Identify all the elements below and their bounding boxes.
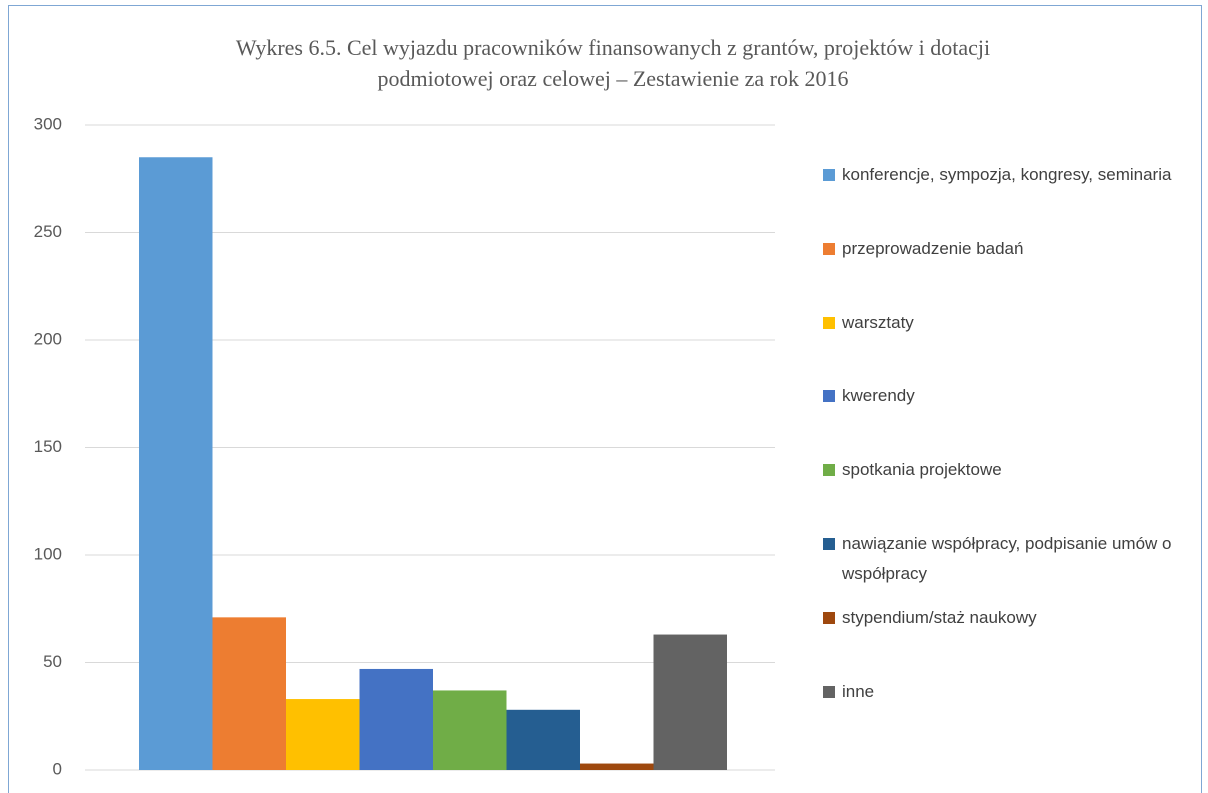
chart-title: Wykres 6.5. Cel wyjazdu pracowników fina… <box>236 35 990 60</box>
bar <box>506 709 580 770</box>
legend-swatch <box>823 390 835 403</box>
legend-swatch <box>823 242 835 255</box>
legend-swatch <box>823 464 835 477</box>
legend-label: nawiązanie współpracy, podpisanie umów o… <box>842 534 1172 583</box>
bar <box>359 668 433 770</box>
y-tick-label: 200 <box>34 329 62 348</box>
bar <box>580 763 654 770</box>
legend-label: stypendium/staż naukowy <box>842 607 1037 627</box>
legend-swatch <box>823 611 835 624</box>
legend-item: spotkania projektowe <box>823 455 1183 485</box>
legend-label: przeprowadzenie badań <box>842 238 1024 258</box>
legend-swatch <box>823 169 835 181</box>
y-tick-label: 150 <box>34 437 62 456</box>
bar <box>139 157 213 770</box>
legend-item: inne <box>823 677 1183 707</box>
y-tick-label: 0 <box>53 759 62 778</box>
legend-item: konferencje, sympozja, kongresy, seminar… <box>823 160 1183 190</box>
bar <box>433 690 507 770</box>
y-tick-label: 100 <box>34 544 62 563</box>
legend-item: warsztaty <box>823 308 1183 338</box>
legend-item: nawiązanie współpracy, podpisanie umów o… <box>823 529 1183 589</box>
legend-item: stypendium/staż naukowy <box>823 603 1183 633</box>
legend-item: kwerendy <box>823 381 1183 411</box>
legend-label: inne <box>842 681 875 701</box>
chart-title: podmiotowej oraz celowej – Zestawienie z… <box>377 66 848 91</box>
bar <box>286 699 360 770</box>
y-tick-label: 300 <box>34 114 62 133</box>
bar <box>212 617 286 770</box>
y-tick-label: 50 <box>43 652 62 671</box>
y-tick-label: 250 <box>34 222 62 241</box>
chart-border <box>8 5 1202 793</box>
legend-swatch <box>823 538 835 550</box>
legend-label: warsztaty <box>842 312 914 332</box>
legend-label: spotkania projektowe <box>842 460 1002 480</box>
legend-label: kwerendy <box>842 386 915 406</box>
bar <box>653 634 727 770</box>
legend-swatch <box>823 316 835 329</box>
legend-item: przeprowadzenie badań <box>823 234 1183 264</box>
legend-label: konferencje, sympozja, kongresy, seminar… <box>842 165 1172 184</box>
legend-swatch <box>823 685 835 698</box>
